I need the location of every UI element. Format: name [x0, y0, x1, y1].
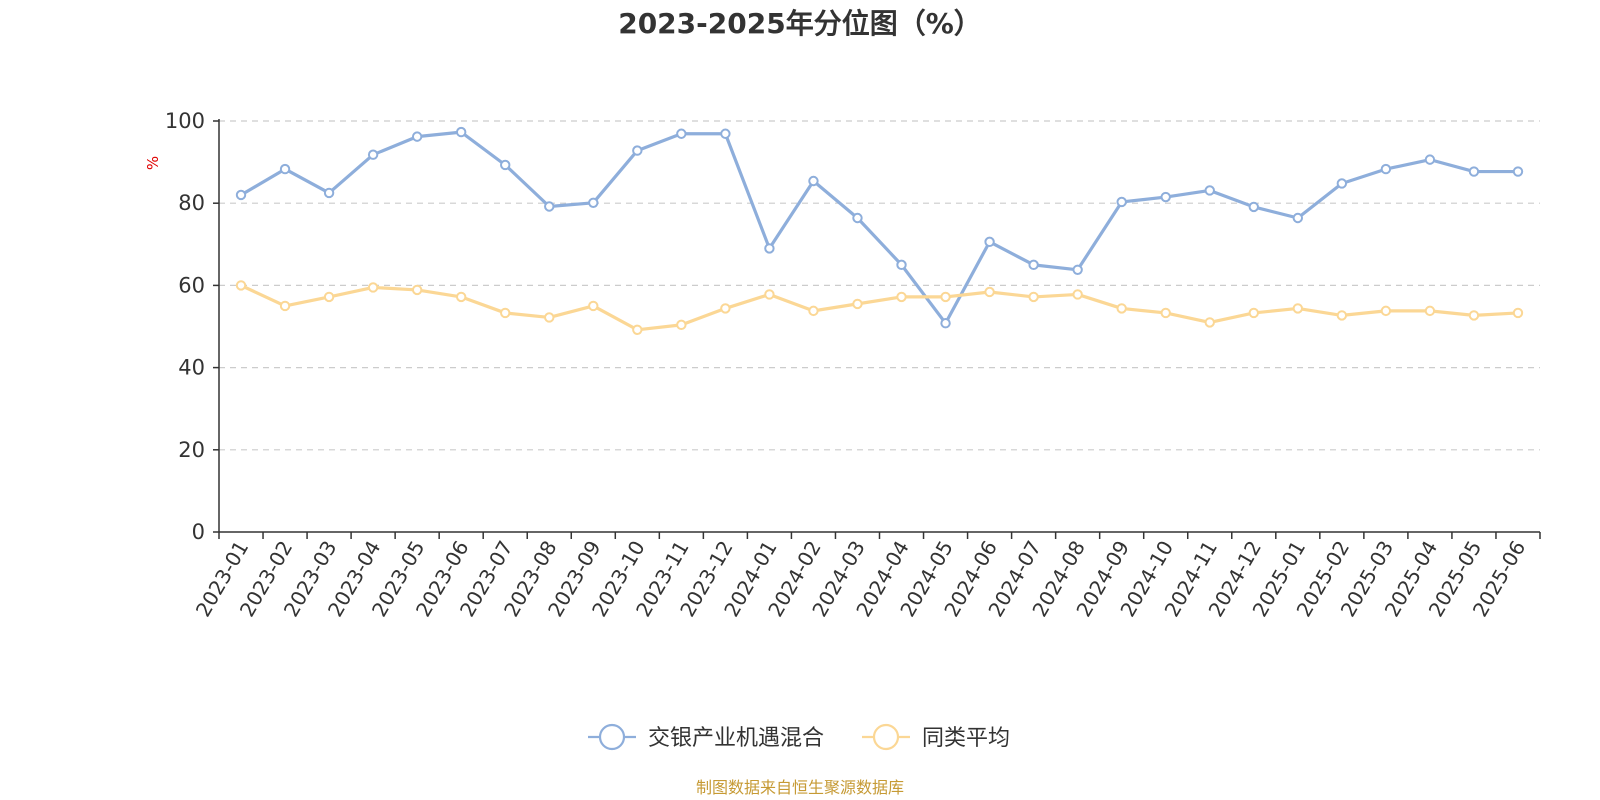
data-point[interactable] — [632, 145, 643, 156]
data-point[interactable] — [1204, 185, 1215, 196]
legend-label: 交银产业机遇混合 — [648, 726, 824, 751]
legend-item-2[interactable]: 同类平均 — [862, 723, 1010, 751]
data-point[interactable] — [544, 201, 555, 212]
data-point[interactable] — [500, 159, 511, 171]
data-point[interactable] — [1072, 289, 1083, 300]
data-point[interactable] — [1072, 264, 1083, 275]
data-point[interactable] — [1204, 317, 1215, 328]
series-group — [235, 126, 1524, 335]
grid-lines — [219, 120, 1540, 451]
data-point[interactable] — [1424, 154, 1436, 165]
data-point[interactable] — [896, 291, 907, 303]
axes: 0204060801002023-012023-022023-032023-04… — [165, 109, 1541, 621]
data-point[interactable] — [1160, 191, 1171, 203]
series-line — [240, 130, 1518, 325]
data-point[interactable] — [411, 131, 423, 142]
legend-label: 同类平均 — [922, 726, 1010, 751]
data-source-note: 制图数据来自恒生聚源数据库 — [696, 778, 904, 797]
data-point[interactable] — [235, 189, 247, 201]
legend-marker-icon — [872, 723, 900, 751]
y-tick-label: 100 — [165, 109, 205, 133]
data-point[interactable] — [984, 236, 995, 248]
data-point[interactable] — [500, 307, 511, 319]
series-line — [240, 283, 1519, 332]
data-point[interactable] — [544, 312, 555, 323]
data-point[interactable] — [940, 318, 951, 329]
data-point[interactable] — [1380, 305, 1392, 317]
data-point[interactable] — [1468, 310, 1480, 321]
chart-title: 2023-2025年分位图（%） — [618, 7, 982, 40]
data-point[interactable] — [896, 259, 907, 271]
data-point[interactable] — [1028, 259, 1039, 271]
data-point[interactable] — [1468, 166, 1480, 177]
data-point[interactable] — [455, 126, 467, 138]
data-point[interactable] — [1424, 305, 1436, 317]
y-tick-label: 40 — [178, 356, 205, 380]
series-1 — [235, 126, 1524, 329]
y-tick-label: 20 — [178, 438, 205, 462]
data-point[interactable] — [720, 303, 731, 314]
data-point[interactable] — [1248, 307, 1259, 319]
data-point[interactable] — [1116, 303, 1127, 314]
data-point[interactable] — [632, 324, 643, 335]
data-point[interactable] — [1028, 291, 1039, 303]
data-point[interactable] — [1292, 303, 1304, 314]
data-point[interactable] — [1336, 178, 1348, 189]
legend-marker-icon — [598, 723, 626, 751]
data-point[interactable] — [235, 280, 247, 291]
legend-item-1[interactable]: 交银产业机遇混合 — [588, 723, 824, 751]
data-point[interactable] — [411, 284, 423, 296]
data-point[interactable] — [1292, 212, 1304, 224]
data-point[interactable] — [1512, 166, 1524, 177]
series-2 — [235, 280, 1524, 335]
data-point[interactable] — [588, 300, 599, 312]
data-point[interactable] — [367, 149, 379, 160]
data-point[interactable] — [323, 187, 335, 199]
data-point[interactable] — [323, 291, 335, 303]
data-point[interactable] — [676, 319, 687, 331]
data-point[interactable] — [1380, 163, 1392, 175]
data-point[interactable] — [588, 197, 599, 208]
data-point[interactable] — [852, 298, 863, 310]
data-point[interactable] — [367, 282, 379, 293]
data-point[interactable] — [764, 289, 775, 300]
data-point[interactable] — [940, 291, 951, 303]
data-point[interactable] — [676, 128, 687, 139]
data-point[interactable] — [1160, 307, 1171, 319]
data-point[interactable] — [279, 300, 291, 312]
data-point[interactable] — [984, 286, 995, 298]
data-point[interactable] — [764, 243, 775, 254]
data-point[interactable] — [720, 128, 731, 139]
data-point[interactable] — [1116, 196, 1127, 208]
data-point[interactable] — [808, 175, 819, 187]
legend[interactable]: 交银产业机遇混合 同类平均 — [588, 723, 1010, 751]
data-point[interactable] — [1336, 310, 1348, 321]
y-tick-label: 0 — [192, 520, 205, 544]
y-axis-label: % — [144, 156, 162, 170]
data-point[interactable] — [1248, 201, 1259, 213]
y-tick-label: 80 — [178, 191, 205, 215]
y-tick-label: 60 — [178, 273, 205, 297]
data-point[interactable] — [455, 291, 467, 303]
data-point[interactable] — [279, 163, 291, 175]
data-point[interactable] — [1512, 307, 1524, 319]
data-point[interactable] — [808, 305, 819, 317]
data-point[interactable] — [852, 212, 863, 224]
